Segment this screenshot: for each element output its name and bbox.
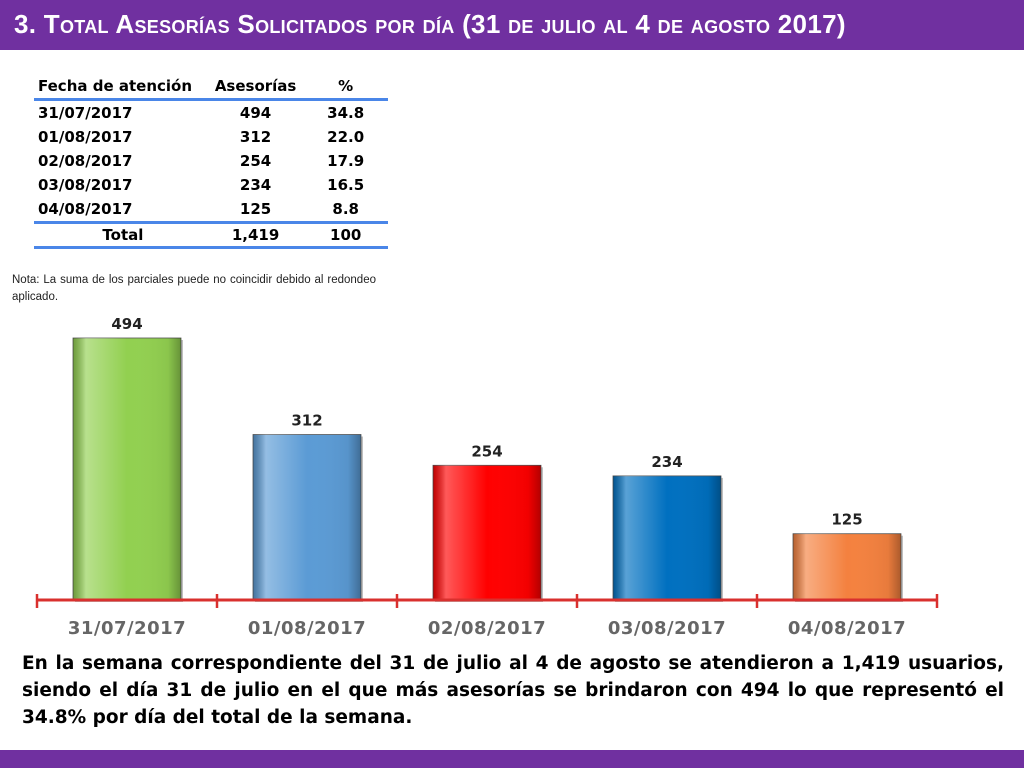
table-row: 31/07/2017 494 34.8 <box>34 100 388 126</box>
bar-value-label: 234 <box>651 453 682 471</box>
cell-percent: 34.8 <box>327 104 365 122</box>
table-total-row: Total 1,419 100 <box>34 221 388 249</box>
cell-count: 125 <box>239 200 272 218</box>
category-label: 03/08/2017 <box>608 618 726 639</box>
column-header-count: Asesorías <box>207 74 304 101</box>
table-row: 02/08/2017 254 17.9 <box>34 149 388 173</box>
category-label: 01/08/2017 <box>248 618 366 639</box>
column-header-date: Fecha de atención <box>34 74 208 101</box>
bar-highlight <box>613 475 721 600</box>
slide-title: 3. Total Asesorías Solicitados por día (… <box>14 9 846 39</box>
bar-value-label: 125 <box>831 511 862 529</box>
bar-highlight <box>793 533 901 600</box>
cell-percent: 22.0 <box>327 128 365 146</box>
bottom-bar <box>0 750 1024 768</box>
bar-chart: 494 31/07/2017 312 01/08/2017 254 02/08/2017 2… <box>35 315 939 639</box>
total-label: Total <box>34 221 208 249</box>
cell-date: 04/08/2017 <box>38 200 133 218</box>
rounding-note: Nota: La suma de los parciales puede no … <box>12 274 376 303</box>
cell-count: 254 <box>239 152 272 170</box>
bar-value-label: 494 <box>111 315 142 333</box>
category-label: 31/07/2017 <box>68 618 186 639</box>
bar-value-label: 254 <box>471 442 502 460</box>
cell-percent: 17.9 <box>327 152 365 170</box>
table-row: 03/08/2017 234 16.5 <box>34 173 388 197</box>
bar-highlight <box>433 465 541 600</box>
cell-date: 31/07/2017 <box>38 104 133 122</box>
data-table: Fecha de atención Asesorías % 31/07/2017… <box>34 74 388 249</box>
summary-text: En la semana correspondiente del 31 de j… <box>22 653 1004 728</box>
cell-count: 234 <box>239 176 272 194</box>
slide-header: 3. Total Asesorías Solicitados por día (… <box>0 0 1024 50</box>
table-row: 04/08/2017 125 8.8 <box>34 197 388 223</box>
category-label: 04/08/2017 <box>788 618 906 639</box>
cell-count: 312 <box>239 128 272 146</box>
table-header-row: Fecha de atención Asesorías % <box>34 74 388 101</box>
cell-date: 03/08/2017 <box>38 176 133 194</box>
bar-value-label: 312 <box>291 412 322 430</box>
table-row: 01/08/2017 312 22.0 <box>34 125 388 149</box>
cell-count: 494 <box>239 104 272 122</box>
total-count: 1,419 <box>207 221 304 249</box>
category-label: 02/08/2017 <box>428 618 546 639</box>
column-header-percent: % <box>303 74 388 101</box>
total-percent: 100 <box>303 221 388 249</box>
cell-date: 02/08/2017 <box>38 152 133 170</box>
cell-date: 01/08/2017 <box>38 128 133 146</box>
bar-highlight <box>253 434 361 600</box>
cell-percent: 16.5 <box>327 176 365 194</box>
bar-highlight <box>73 338 181 600</box>
cell-percent: 8.8 <box>332 200 359 218</box>
